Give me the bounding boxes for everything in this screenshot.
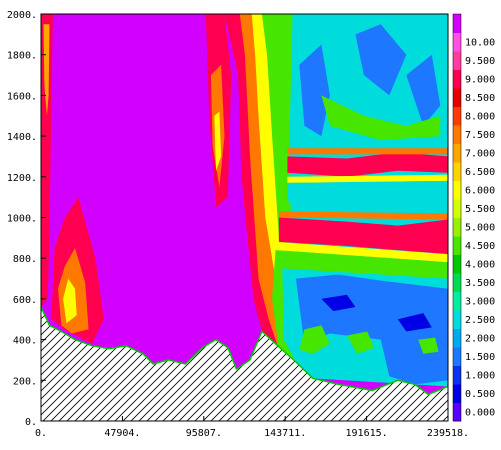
colorbar-label: 7.500 <box>465 130 495 141</box>
colorbar-swatch <box>453 254 461 274</box>
colorbar-swatch <box>453 162 461 181</box>
colorbar-label: 8.000 <box>465 111 495 122</box>
contour-region-band-900-orange <box>278 211 448 220</box>
colorbar-swatch <box>453 199 461 218</box>
y-tick-label: 0. <box>25 417 37 428</box>
colorbar-swatch <box>453 51 461 70</box>
colorbar-frame <box>452 13 462 422</box>
colorbar: 0.000 0.500 1.000 1.500 2.000 2.500 3.000 3.500… <box>452 13 495 422</box>
x-tick-label: 47904. <box>104 428 140 439</box>
x-tick-label: 191615. <box>346 428 388 439</box>
contour-region-left-column-orange <box>43 24 50 116</box>
x-tick-label: 239518. <box>427 428 469 439</box>
x-tick-label: 143711. <box>264 428 306 439</box>
x-tick-label: 95807. <box>186 428 222 439</box>
y-tick-label: 600. <box>13 295 37 306</box>
contour-region-mid-cyan <box>287 180 448 206</box>
contour-region-upper-blue-3 <box>406 54 441 126</box>
contour-region-band-900-yellow <box>275 241 448 263</box>
colorbar-label: 4.000 <box>465 259 495 270</box>
colorbar-swatch <box>453 236 461 255</box>
colorbar-swatch <box>453 14 461 33</box>
y-tick-label: 1600. <box>7 91 37 102</box>
contour-region-left-low-yellow <box>63 278 77 324</box>
colorbar-swatch <box>453 365 461 385</box>
colorbar-swatch <box>453 32 461 52</box>
colorbar-label: 2.000 <box>465 333 495 344</box>
contour-region-band-900-red <box>278 217 448 255</box>
plot-area <box>41 14 448 421</box>
contour-region-band-1250-yellow <box>287 174 448 183</box>
y-tick-label: 200. <box>13 376 37 387</box>
contour-region-upper-blue-1 <box>299 44 330 137</box>
contour-region-low-green-patch-3 <box>418 337 439 354</box>
colorbar-label: 2.500 <box>465 315 495 326</box>
colorbar-label: 4.500 <box>465 241 495 252</box>
terrain-edge <box>40 306 449 396</box>
colorbar-swatch <box>453 69 461 89</box>
colorbar-swatch <box>453 273 461 292</box>
colorbar-label: 9.000 <box>465 74 495 85</box>
contour-region-band-1250-orange <box>287 148 448 155</box>
contour-region-mid-col-yellow <box>214 111 222 171</box>
colorbar-swatch <box>453 180 461 200</box>
colorbar-label: 0.000 <box>465 407 495 418</box>
y-axis: 0. 200. 400. 600. 800. 1000. 1200. 1400. 1600. 18… <box>7 10 46 428</box>
contour-region-low-green-patch-2 <box>346 331 375 354</box>
colorbar-swatch <box>453 88 461 107</box>
colorbar-label: 6.000 <box>465 185 495 196</box>
colorbar-swatch <box>453 384 461 403</box>
colorbar-swatch <box>453 310 461 329</box>
colorbar-label: 1.500 <box>465 352 495 363</box>
colorbar-label: 9.500 <box>465 56 495 67</box>
x-tick-label: 0. <box>35 428 47 439</box>
colorbar-swatch <box>453 347 461 366</box>
y-tick-label: 1400. <box>7 132 37 143</box>
y-tick-label: 1800. <box>7 51 37 62</box>
y-tick-label: 1000. <box>7 214 37 225</box>
y-tick-label: 400. <box>13 336 37 347</box>
colorbar-swatch <box>453 125 461 144</box>
colorbar-label: 10.00 <box>465 37 495 48</box>
colorbar-label: 3.000 <box>465 296 495 307</box>
colorbar-label: 3.500 <box>465 278 495 289</box>
contour-region-band-1250-red <box>287 152 448 177</box>
colorbar-swatch <box>453 291 461 311</box>
contour-region-low-darkblue-1 <box>321 294 356 312</box>
colorbar-label: 5.000 <box>465 222 495 233</box>
y-tick-label: 2000. <box>7 10 37 21</box>
colorbar-label: 7.000 <box>465 148 495 159</box>
y-tick-label: 800. <box>13 254 37 265</box>
contour-region-left-column-red <box>41 14 53 307</box>
colorbar-swatch <box>453 143 461 163</box>
colorbar-label: 8.500 <box>465 93 495 104</box>
contour-region-low-green-patch <box>299 325 330 354</box>
colorbar-label: 1.000 <box>465 370 495 381</box>
colorbar-label: 6.500 <box>465 167 495 178</box>
colorbar-label: 0.500 <box>465 389 495 400</box>
terrain-hatch <box>40 306 449 421</box>
contour-region-upper-green <box>321 95 441 141</box>
colorbar-swatch <box>453 106 461 126</box>
colorbar-swatch <box>453 402 461 422</box>
colorbar-swatch <box>453 217 461 237</box>
colorbar-swatch <box>453 328 461 348</box>
contour-region-low-darkblue-2 <box>397 313 432 332</box>
x-axis: 0. 47904. 95807. 143711. 191615. 239518. <box>35 416 469 439</box>
y-tick-label: 1200. <box>7 173 37 184</box>
colorbar-label: 5.500 <box>465 204 495 215</box>
contour-region-upper-blue-2 <box>355 24 407 96</box>
